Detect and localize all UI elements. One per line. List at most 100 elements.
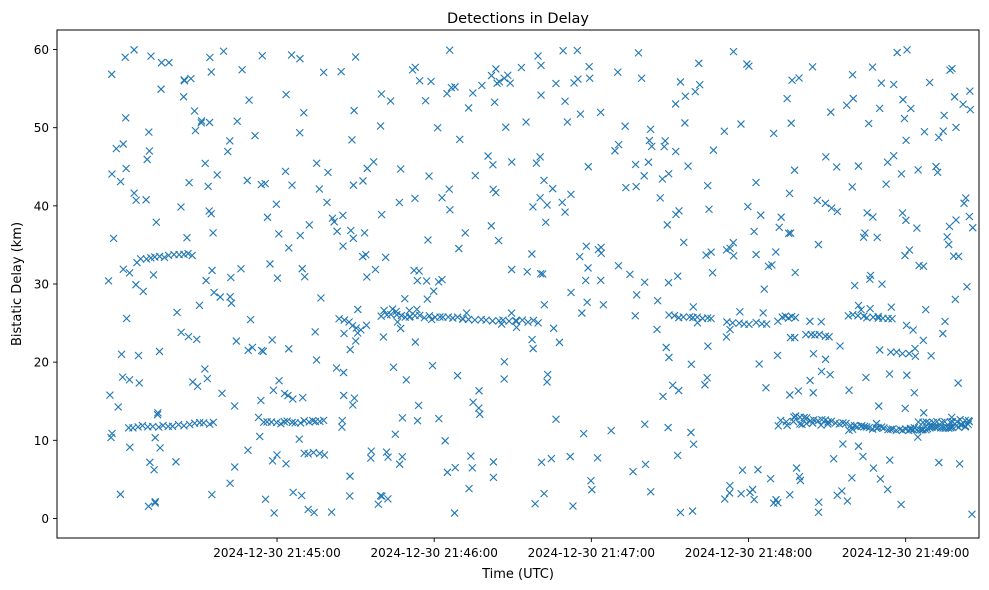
data-point [315, 449, 324, 458]
data-point [398, 452, 407, 461]
data-point [506, 79, 515, 88]
data-point [257, 180, 266, 189]
data-point [902, 321, 911, 330]
data-point [411, 194, 419, 203]
data-point [507, 309, 516, 318]
data-point [762, 320, 771, 328]
data-point [922, 418, 931, 427]
data-point [477, 81, 486, 90]
data-point [833, 491, 842, 500]
data-point [965, 212, 974, 221]
data-point [151, 499, 160, 507]
data-point [954, 252, 963, 261]
data-point [168, 422, 177, 431]
data-point [125, 443, 134, 452]
data-point [848, 70, 857, 79]
data-point [703, 181, 712, 190]
data-point [183, 233, 191, 242]
data-point [185, 178, 193, 187]
data-point [805, 317, 814, 326]
data-point [838, 440, 847, 448]
data-point [445, 185, 454, 194]
data-point [877, 423, 886, 431]
data-point [792, 464, 801, 472]
data-point [298, 393, 307, 402]
data-point [548, 184, 557, 193]
data-point [786, 229, 795, 238]
data-point [246, 315, 255, 324]
data-point [689, 303, 698, 311]
data-point [629, 467, 637, 476]
data-point [238, 65, 247, 74]
data-point [829, 454, 838, 463]
data-point [396, 165, 405, 173]
data-point [684, 162, 692, 171]
x-tick-label: 2024-12-30 21:47:00 [528, 546, 655, 560]
data-point [863, 209, 872, 217]
data-point [393, 318, 402, 326]
data-point [219, 47, 228, 56]
data-point [817, 367, 826, 376]
x-axis-label: Time (UTC) [481, 567, 554, 582]
data-point [902, 136, 910, 145]
data-point [522, 118, 530, 126]
data-point [139, 287, 148, 296]
data-point [402, 376, 411, 384]
data-point [377, 90, 386, 98]
data-point [901, 404, 910, 413]
data-point [351, 53, 360, 61]
data-point [693, 318, 702, 327]
data-point [848, 425, 857, 434]
data-point [487, 221, 496, 230]
data-point [880, 423, 888, 432]
data-point [671, 147, 680, 156]
data-point [632, 182, 641, 191]
data-point [795, 472, 804, 481]
data-point [284, 243, 293, 252]
data-point [503, 71, 512, 80]
data-point [208, 266, 216, 275]
data-point [789, 417, 798, 426]
data-point [319, 416, 328, 425]
data-point [773, 351, 782, 360]
data-point [412, 305, 421, 314]
data-point [676, 78, 685, 86]
data-point [445, 205, 454, 214]
data-point [438, 275, 446, 284]
data-point [358, 252, 367, 261]
data-point [114, 403, 123, 411]
y-tick-label: 30 [34, 278, 49, 292]
data-point [584, 264, 592, 272]
data-point [862, 423, 871, 431]
data-point [288, 395, 297, 403]
data-point [197, 118, 206, 127]
data-point [898, 209, 907, 217]
data-point [720, 127, 729, 136]
data-point [543, 370, 552, 379]
data-point [671, 100, 680, 108]
data-point [149, 271, 158, 279]
data-point [493, 79, 501, 88]
data-point [808, 419, 817, 427]
data-point [575, 252, 584, 261]
data-point [501, 123, 510, 132]
data-point [119, 265, 128, 274]
data-point [237, 264, 245, 273]
data-point [567, 288, 575, 297]
data-point [777, 213, 786, 222]
data-point [901, 251, 909, 260]
data-point [381, 253, 390, 262]
data-point [135, 379, 144, 387]
data-point [200, 365, 209, 373]
data-point [577, 309, 586, 317]
data-point [512, 317, 521, 325]
data-point [190, 107, 199, 115]
data-point [640, 171, 649, 180]
data-point [470, 316, 479, 324]
data-point [933, 168, 942, 177]
data-point [487, 71, 496, 80]
data-point [125, 375, 134, 384]
data-point [330, 217, 339, 226]
data-point [411, 338, 420, 346]
